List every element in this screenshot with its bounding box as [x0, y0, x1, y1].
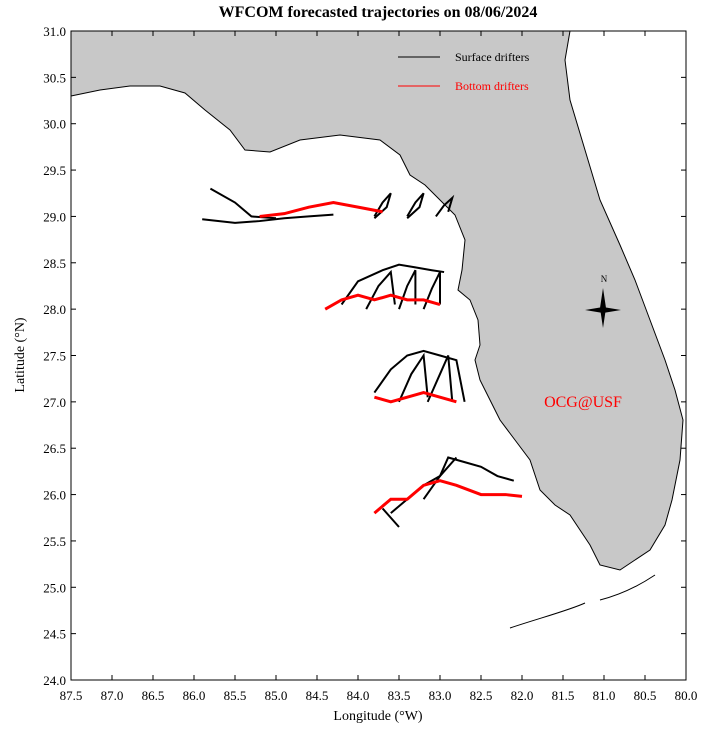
x-tick-label: 82.5 [470, 688, 493, 703]
x-tick-label: 81.0 [593, 688, 616, 703]
keys [509, 574, 656, 629]
y-tick-label: 26.5 [43, 441, 66, 456]
x-tick-label: 85.0 [265, 688, 288, 703]
drifter-track [202, 213, 334, 224]
land [70, 30, 684, 571]
drifter-track [373, 192, 392, 220]
drifter-track [426, 355, 454, 403]
y-tick-label: 24.0 [43, 673, 66, 688]
map-title: WFCOM forecasted trajectories on 08/06/2… [219, 4, 538, 21]
x-tick-label: 86.0 [183, 688, 206, 703]
x-tick-label: 86.5 [142, 688, 165, 703]
annotation: OCG@USF [544, 394, 622, 411]
x-tick-label: 87.0 [101, 688, 124, 703]
y-tick-label: 30.5 [43, 70, 66, 85]
drifter-track [398, 269, 417, 310]
x-axis-label: Longitude (°W) [333, 709, 423, 724]
drifter-track [435, 194, 455, 218]
y-tick-label: 24.5 [43, 627, 66, 642]
y-axis-label: Latitude (°N) [13, 317, 28, 393]
x-tick-label: 81.5 [552, 688, 575, 703]
y-tick-label: 29.5 [43, 163, 66, 178]
drifter-track [209, 187, 277, 220]
drifter-track [398, 352, 429, 403]
y-tick-label: 31.0 [43, 24, 66, 39]
drifter-track [259, 200, 383, 218]
drifter-track [340, 263, 445, 306]
y-tick-label: 29.0 [43, 209, 66, 224]
x-tick-label: 80.0 [675, 688, 698, 703]
y-tick-label: 26.0 [43, 488, 66, 503]
x-tick-label: 84.0 [347, 688, 370, 703]
drifter-track [422, 271, 441, 310]
y-tick-label: 27.5 [43, 349, 66, 364]
x-tick-label: 87.5 [60, 688, 83, 703]
x-tick-label: 80.5 [634, 688, 657, 703]
compass-rose [585, 288, 621, 328]
x-tick-label: 83.5 [388, 688, 411, 703]
x-tick-label: 84.5 [306, 688, 329, 703]
drifter-track [365, 269, 396, 310]
legend-label: Surface drifters [455, 50, 530, 64]
compass-label: N [601, 274, 608, 284]
x-tick-label: 85.5 [224, 688, 247, 703]
x-tick-label: 83.0 [429, 688, 452, 703]
drifter-track [381, 507, 400, 528]
drifter-track [373, 391, 457, 404]
drifter-track [373, 479, 523, 515]
drifter-track [406, 192, 425, 220]
y-tick-label: 28.0 [43, 302, 66, 317]
drifter-track [324, 293, 441, 311]
drifter-track [373, 349, 466, 403]
compass: N [585, 274, 621, 328]
y-tick-label: 27.0 [43, 395, 66, 410]
y-tick-label: 28.5 [43, 256, 66, 271]
y-tick-label: 25.0 [43, 580, 66, 595]
y-tick-label: 30.0 [43, 117, 66, 132]
x-tick-label: 82.0 [511, 688, 534, 703]
y-tick-label: 25.5 [43, 534, 66, 549]
legend-label: Bottom drifters [455, 79, 529, 93]
